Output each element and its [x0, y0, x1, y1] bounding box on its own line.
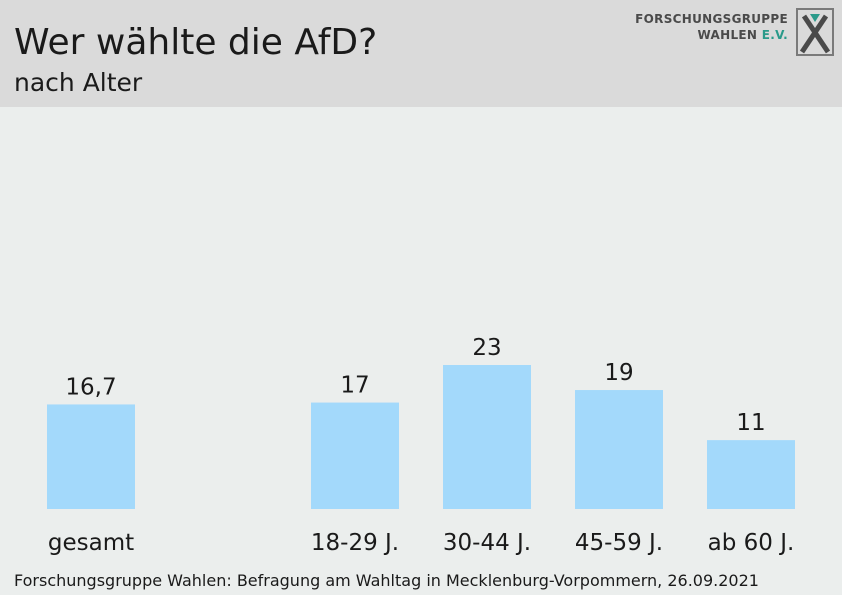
- bar-chart: 16,7 gesamt 17 18-29 J. 23 30-44 J. 19 45-59 J.…: [47, 335, 795, 556]
- value-label-1: 17: [340, 373, 369, 399]
- bar-3: [575, 390, 663, 509]
- bar-0: [47, 404, 135, 509]
- category-label-0: gesamt: [48, 530, 134, 556]
- value-label-2: 23: [472, 335, 501, 361]
- header-band: Wer wählte die AfD? nach Alter FORSCHUNG…: [0, 0, 842, 107]
- logo-text-line1: FORSCHUNGSGRUPPE: [635, 12, 788, 26]
- logo-text-line2: WAHLEN E.V.: [698, 28, 788, 42]
- category-label-2: 30-44 J.: [443, 530, 531, 556]
- bar-4: [707, 440, 795, 509]
- category-label-4: ab 60 J.: [708, 530, 795, 556]
- logo-text-ev: E.V.: [761, 28, 788, 42]
- logo-x-mark-icon: [796, 8, 834, 56]
- page-subtitle: nach Alter: [14, 68, 143, 97]
- value-label-4: 11: [736, 410, 765, 436]
- bar-1: [311, 402, 399, 509]
- value-label-3: 19: [604, 360, 633, 386]
- page-title: Wer wählte die AfD?: [14, 22, 378, 63]
- logo-text-wahlen: WAHLEN: [697, 28, 762, 42]
- bar-2: [443, 365, 531, 509]
- source-note: Forschungsgruppe Wahlen: Befragung am Wa…: [14, 571, 759, 590]
- value-label-0: 16,7: [65, 374, 116, 400]
- category-label-3: 45-59 J.: [575, 530, 663, 556]
- category-label-1: 18-29 J.: [311, 530, 399, 556]
- forschungsgruppe-logo: FORSCHUNGSGRUPPE WAHLEN E.V.: [635, 8, 836, 60]
